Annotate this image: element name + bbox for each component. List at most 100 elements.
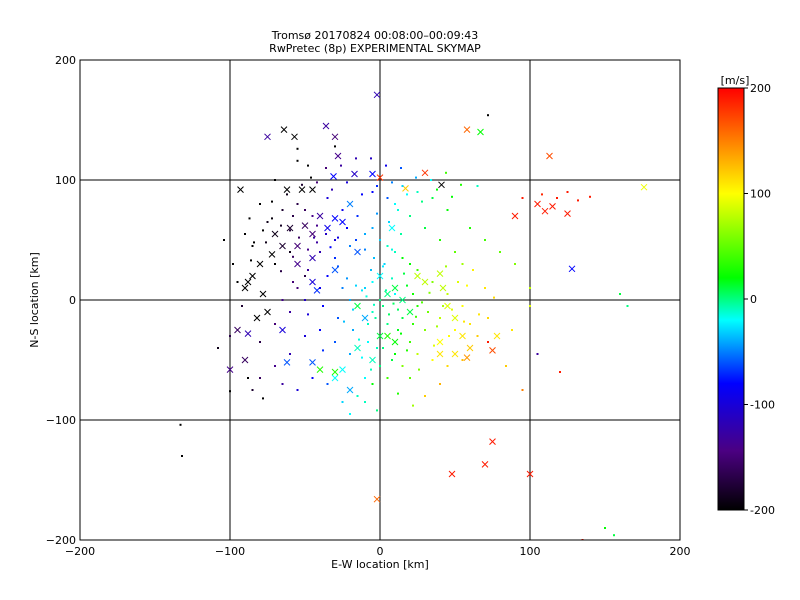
point-dot <box>296 159 299 162</box>
point-dot <box>334 341 336 343</box>
point-cross <box>369 356 376 364</box>
point-cross <box>226 366 234 373</box>
point-dot <box>476 335 479 337</box>
point-dot <box>379 365 381 367</box>
point-cross <box>640 183 648 191</box>
point-cross <box>294 260 301 268</box>
point-cross <box>330 173 337 180</box>
point-cross <box>384 332 391 340</box>
point-dot <box>304 275 306 277</box>
point-dot <box>181 455 183 457</box>
point-dot <box>397 308 399 311</box>
point-dot <box>319 287 321 289</box>
point-dot <box>566 191 569 193</box>
point-dot <box>266 221 269 223</box>
point-cross <box>249 272 256 280</box>
point-dot <box>355 157 357 160</box>
point-cross <box>283 186 291 193</box>
point-dot <box>337 317 339 319</box>
point-dot <box>271 217 273 220</box>
point-cross <box>331 266 339 274</box>
point-cross <box>541 207 549 215</box>
point-dot <box>371 227 374 229</box>
point-dot <box>346 277 348 280</box>
point-dot <box>334 239 336 241</box>
point-dot <box>326 383 329 385</box>
y-tick-label: 0 <box>69 294 76 307</box>
point-dot <box>322 349 324 352</box>
point-dot <box>529 287 531 289</box>
x-tick-label: 200 <box>670 545 691 558</box>
point-cross <box>354 344 361 352</box>
point-dot <box>236 281 239 283</box>
point-cross <box>399 296 406 304</box>
point-dot <box>424 329 426 331</box>
point-dot <box>274 323 276 325</box>
point-dot <box>361 356 363 359</box>
point-dot <box>604 527 606 529</box>
point-dot <box>424 227 426 229</box>
point-dot <box>559 371 561 373</box>
point-cross <box>334 152 342 160</box>
point-dot <box>292 215 294 217</box>
colorbar-tick-label: 100 <box>750 188 771 201</box>
point-cross <box>244 278 252 286</box>
point-cross <box>489 347 496 354</box>
point-dot <box>416 353 419 355</box>
point-cross <box>376 174 384 181</box>
point-dot <box>406 284 408 287</box>
point-cross <box>324 224 331 232</box>
point-dot <box>248 217 251 220</box>
point-dot <box>232 263 234 265</box>
point-cross <box>463 126 471 133</box>
point-dot <box>397 209 399 211</box>
y-tick-label: −100 <box>46 414 76 427</box>
point-dot <box>262 397 264 400</box>
point-dot <box>274 263 276 265</box>
point-dot <box>341 401 344 403</box>
point-dot <box>310 176 312 179</box>
point-cross <box>373 495 381 503</box>
point-dot <box>326 275 329 277</box>
point-dot <box>451 195 453 198</box>
point-dot <box>484 287 486 289</box>
point-dot <box>401 365 404 367</box>
point-cross <box>489 438 496 445</box>
point-dot <box>307 269 309 271</box>
point-dot <box>382 347 384 349</box>
chart-subtitle: RwPretec (8p) EXPERIMENTAL SKYMAP <box>269 42 481 55</box>
data-points <box>179 91 648 540</box>
point-cross <box>237 186 244 193</box>
point-dot <box>421 200 423 203</box>
point-cross <box>283 359 291 366</box>
point-dot <box>436 188 438 191</box>
point-dot <box>461 305 464 307</box>
point-dot <box>316 181 318 184</box>
point-dot <box>364 248 366 251</box>
point-cross <box>391 338 399 346</box>
point-cross <box>256 260 264 268</box>
point-cross <box>354 302 361 310</box>
point-dot <box>349 299 351 301</box>
point-dot <box>289 229 291 232</box>
point-cross <box>481 461 489 468</box>
point-dot <box>430 179 432 181</box>
point-dot <box>416 191 419 193</box>
point-dot <box>337 236 339 239</box>
point-dot <box>388 221 390 223</box>
point-dot <box>259 377 261 379</box>
point-dot <box>415 315 417 318</box>
point-cross <box>331 133 339 141</box>
point-dot <box>329 246 332 249</box>
point-cross <box>564 210 571 217</box>
point-dot <box>391 181 393 184</box>
point-cross <box>511 212 519 220</box>
point-cross <box>493 332 501 340</box>
point-dot <box>446 293 449 295</box>
point-cross <box>376 332 384 340</box>
point-dot <box>355 284 357 287</box>
point-cross <box>309 254 316 262</box>
point-dot <box>397 329 399 331</box>
y-tick-label: 100 <box>55 174 76 187</box>
point-cross <box>451 314 459 322</box>
